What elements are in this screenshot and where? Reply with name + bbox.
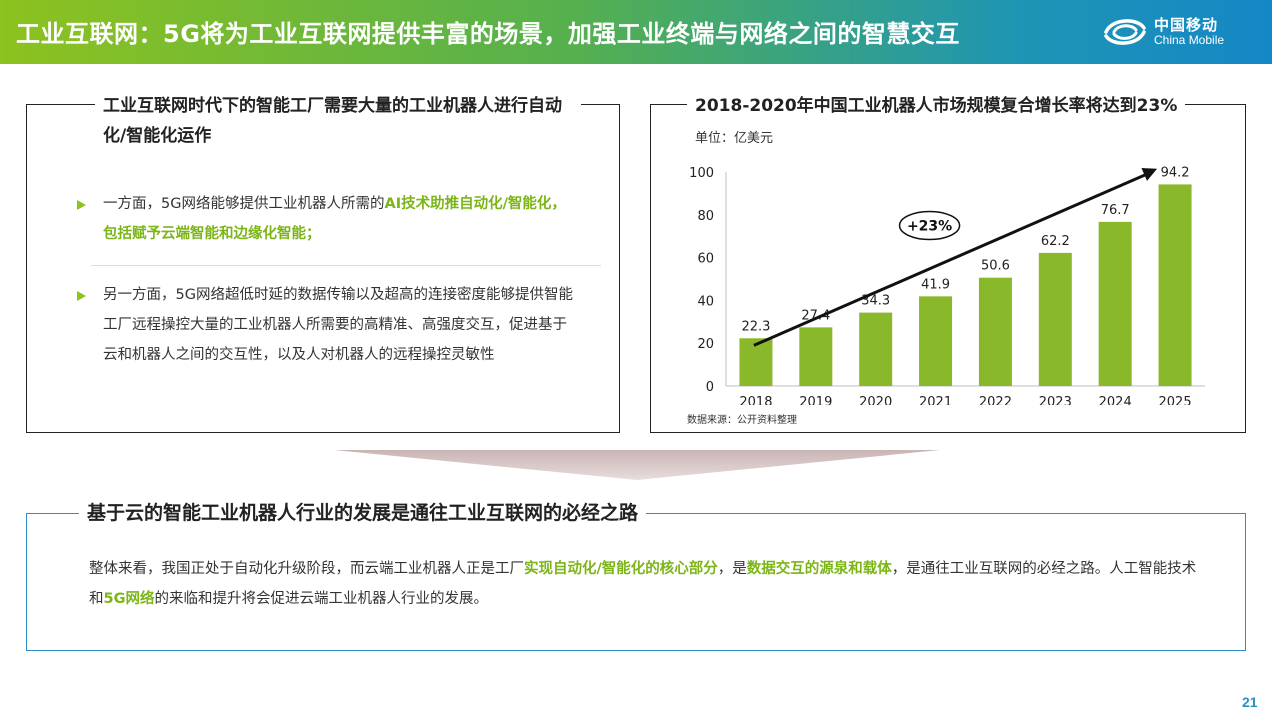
x-tick-label: 2023 [1039,395,1072,405]
bar [859,312,893,386]
trend-arrow-head [1141,167,1158,181]
bar [739,338,773,386]
page-title: 工业互联网：5G将为工业互联网提供丰富的场景，加强工业终端与网络之间的智慧交互 [16,20,960,48]
data-label: 34.3 [861,294,890,309]
x-tick-label: 2025 [1159,395,1192,405]
chart-title: 2018-2020年中国工业机器人市场规模复合增长率将达到23% [687,91,1186,121]
y-tick-label: 60 [697,252,714,267]
triangle-bullet-icon [77,291,86,301]
data-label: 76.7 [1101,203,1130,218]
conclusion-text: 整体来看，我国正处于自动化升级阶段，而云端工业机器人正是工厂实现自动化/智能化的… [89,554,1199,614]
x-tick-label: 2018 [739,395,772,405]
conclusion-text-part3: ，是通往工业互联网的必经之路。人工智能技术和 [89,561,1197,607]
trend-arrow-line [753,170,1152,347]
x-tick-label: 2024 [1099,395,1132,405]
conclusion-text-part1: 整体来看，我国正处于自动化升级阶段，而云端工业机器人正是工厂 [89,561,524,577]
bar [1098,221,1132,386]
bar [799,327,833,386]
conclusion-text-part4: 的来临和提升将会促进云端工业机器人行业的发展。 [154,591,489,607]
data-label: 41.9 [921,277,950,292]
data-label: 50.6 [981,259,1010,274]
conclusion-title: 基于云的智能工业机器人行业的发展是通往工业互联网的必经之路 [79,498,647,528]
y-tick-label: 40 [697,294,714,309]
bar [1158,184,1192,386]
x-tick-label: 2020 [859,395,892,405]
conclusion-text-part2: ，是 [717,561,747,577]
down-arrow-shape [334,450,940,480]
header-bar: 工业互联网：5G将为工业互联网提供丰富的场景，加强工业终端与网络之间的智慧交互 … [0,0,1272,64]
logo-text-en: China Mobile [1154,33,1225,47]
conclusion-highlight-1: 实现自动化/智能化的核心部分 [524,561,718,577]
bullet-2-text: 另一方面，5G网络超低时延的数据传输以及超高的连接密度能够提供智能工厂远程操控大… [103,287,573,363]
y-tick-label: 20 [697,337,714,352]
page-number: 21 [1242,694,1258,710]
chart-source: 数据来源：公开资料整理 [687,415,797,426]
bullet-1-highlight: AI技术助推自动化/智能化，包括赋予云端智能和边缘化智能； [103,196,566,242]
chart-unit-label: 单位：亿美元 [695,131,774,146]
conclusion-highlight-2: 数据交互的源泉和载体 [746,561,892,577]
bullet-1-text: 一方面，5G网络能够提供工业机器人所需的 [103,196,385,212]
bullet-item-1: 一方面，5G网络能够提供工业机器人所需的AI技术助推自动化/智能化，包括赋予云端… [77,189,577,249]
x-tick-label: 2022 [979,395,1012,405]
y-tick-label: 80 [697,209,714,224]
bar-chart: 0 20 40 60 80 100 22.3 2018 27.4 2019 34.3 2020 41.9… [689,165,1205,405]
data-label: 22.3 [741,319,770,334]
chart-panel: 2018-2020年中国工业机器人市场规模复合增长率将达到23% 单位：亿美元 … [650,91,1246,433]
data-label: 94.2 [1161,165,1190,180]
x-tick-label: 2021 [919,395,952,405]
china-mobile-logo-icon [1104,19,1146,45]
bar [919,296,953,386]
y-tick-label: 0 [706,380,714,395]
data-label: 27.4 [801,308,830,323]
x-tick-label: 2019 [799,395,832,405]
bar [978,277,1012,386]
conclusion-highlight-3: 5G网络 [103,591,155,607]
left-panel-title: 工业互联网时代下的智能工厂需要大量的工业机器人进行自动化/智能化运作 [95,91,581,151]
left-panel: 工业互联网时代下的智能工厂需要大量的工业机器人进行自动化/智能化运作 一方面，5… [26,91,620,433]
triangle-bullet-icon [77,200,86,210]
y-tick-label: 100 [689,166,714,181]
china-mobile-logo: 中国移动 China Mobile [1102,14,1252,50]
bar [1038,252,1072,386]
growth-rate-badge [898,210,961,241]
bullet-item-2: 另一方面，5G网络超低时延的数据传输以及超高的连接密度能够提供智能工厂远程操控大… [77,280,577,370]
logo-text-cn: 中国移动 [1154,16,1219,34]
divider [91,265,601,266]
growth-rate-label: +23% [907,219,952,235]
data-label: 62.2 [1041,234,1070,249]
conclusion-panel: 基于云的智能工业机器人行业的发展是通往工业互联网的必经之路 整体来看，我国正处于… [26,498,1246,651]
